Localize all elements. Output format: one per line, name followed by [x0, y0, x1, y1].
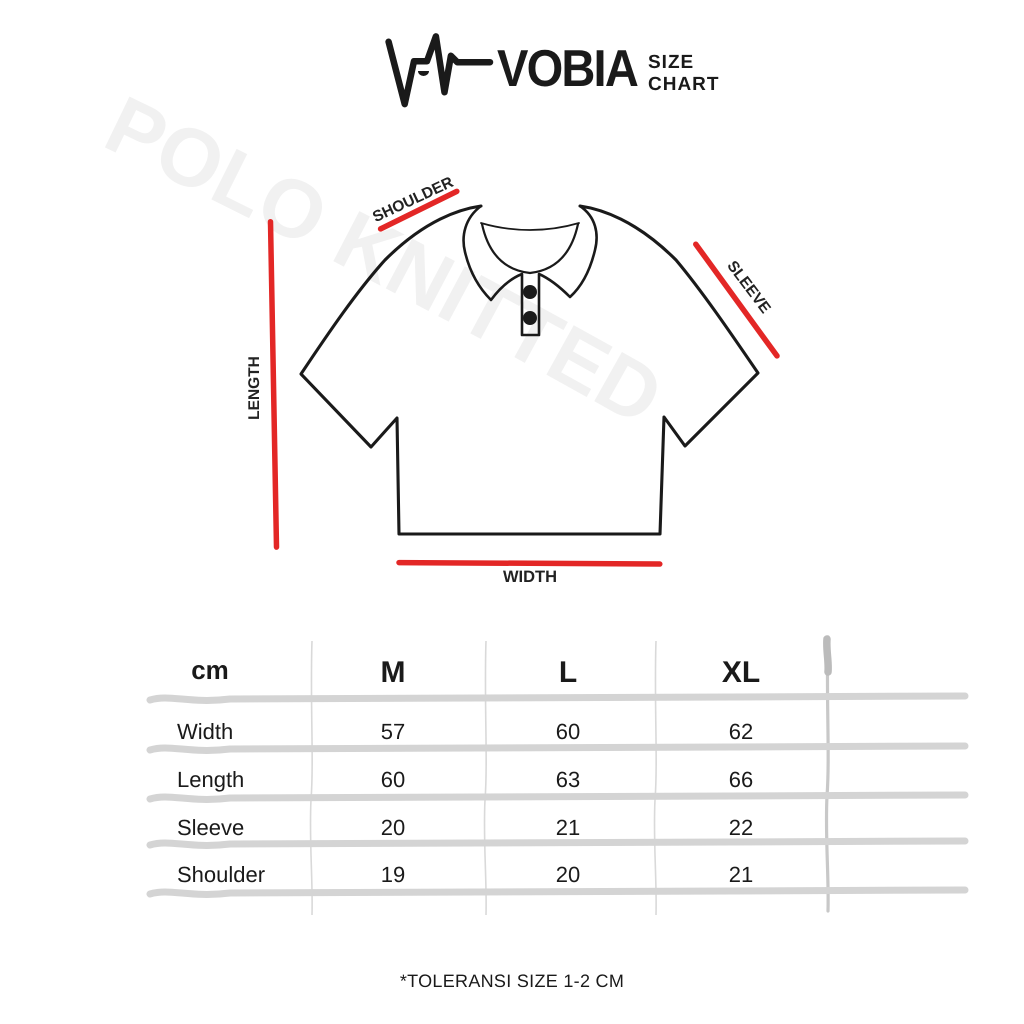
svg-text:*TOLERANSI SIZE 1-2 CM: *TOLERANSI SIZE 1-2 CM [400, 971, 624, 991]
